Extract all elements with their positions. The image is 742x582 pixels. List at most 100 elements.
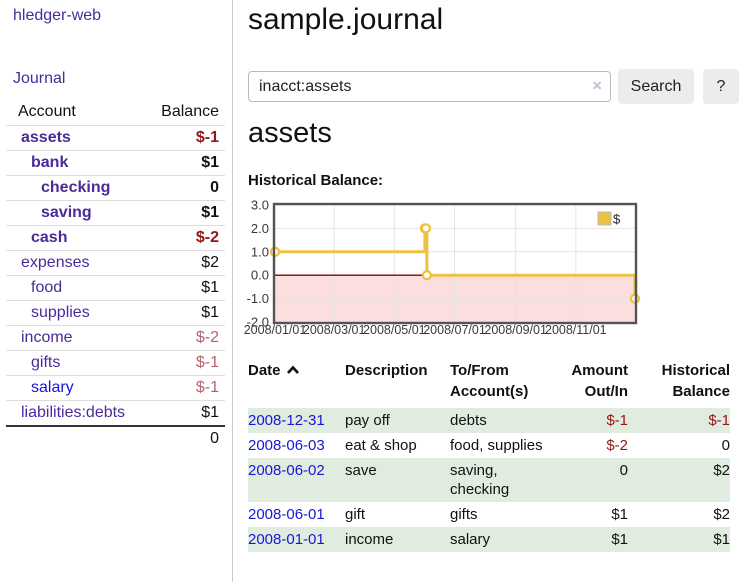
main-content: sample.journal × Search ? assets Histori… xyxy=(244,0,742,552)
accounts-cell: food, supplies xyxy=(450,437,543,454)
date-link[interactable]: 2008-01-01 xyxy=(248,531,325,548)
account-row: expenses $2 xyxy=(6,250,225,276)
y-tick-label: 2.0 xyxy=(251,221,269,236)
account-link[interactable]: gifts xyxy=(31,354,61,371)
account-balance: $1 xyxy=(201,204,219,221)
account-balance: 0 xyxy=(210,179,219,196)
description-cell: gift xyxy=(345,506,366,523)
transaction-row: 2008-06-01 gift gifts $1 $2 xyxy=(248,502,730,527)
account-balance: $1 xyxy=(201,304,219,321)
account-link[interactable]: assets xyxy=(21,129,71,146)
x-tick-label: 2008/11/01 xyxy=(545,323,607,337)
account-link[interactable]: income xyxy=(21,329,73,346)
balance-cell: $1 xyxy=(713,531,730,548)
y-tick-label: 1.0 xyxy=(251,244,269,259)
register-header-date[interactable]: Date xyxy=(248,358,345,408)
data-point-marker xyxy=(421,270,433,281)
help-button[interactable]: ? xyxy=(703,69,739,104)
account-row: food $1 xyxy=(6,275,225,301)
account-link[interactable]: supplies xyxy=(31,304,90,321)
register-header-to-from-account-s-: To/From Account(s) xyxy=(450,362,529,400)
y-tick-label: -2.0 xyxy=(247,315,269,330)
x-tick-label: 2008/09/01 xyxy=(484,323,547,337)
svg-text:$: $ xyxy=(613,212,621,227)
accounts-table: Account Balance assets $-1 bank $1 checking 0… xyxy=(6,100,225,451)
amount-cell: 0 xyxy=(619,462,628,479)
balance-cell: $2 xyxy=(713,462,730,479)
account-link[interactable]: salary xyxy=(31,379,74,396)
sidebar-item-journal[interactable]: Journal xyxy=(13,70,66,87)
search-bar: × Search ? xyxy=(248,69,742,104)
description-cell: pay off xyxy=(345,412,390,429)
clear-search-icon[interactable]: × xyxy=(592,76,602,95)
y-tick-label: -1.0 xyxy=(247,291,269,306)
transaction-row: 2008-06-03 eat & shop food, supplies $-2 0 xyxy=(248,433,730,458)
register-header-historical-balance: Historical Balance xyxy=(661,362,730,400)
account-balance: $2 xyxy=(201,254,219,271)
transaction-row: 2008-06-02 save saving, checking 0 $2 xyxy=(248,458,730,502)
description-cell: eat & shop xyxy=(345,437,417,454)
search-input[interactable] xyxy=(248,71,611,102)
account-link[interactable]: saving xyxy=(41,204,92,221)
account-link[interactable]: liabilities:debts xyxy=(21,404,126,421)
y-tick-label: 3.0 xyxy=(251,198,269,213)
date-link[interactable]: 2008-06-02 xyxy=(248,462,325,479)
historical-balance-chart: $3.0 2.0 1.0 0.0 -1.0 -2.0 2008/01/01 2008/03/0… xyxy=(240,198,740,340)
transaction-row: 2008-01-01 income salary $1 $1 xyxy=(248,527,730,552)
amount-cell: $-1 xyxy=(606,412,628,429)
register-header-description: Description xyxy=(345,362,428,379)
account-row: saving $1 xyxy=(6,200,225,226)
account-link[interactable]: checking xyxy=(41,179,111,196)
app-title-link[interactable]: hledger-web xyxy=(13,7,102,24)
date-link[interactable]: 2008-12-31 xyxy=(248,412,325,429)
register-header-amount-out-in: Amount Out/In xyxy=(571,362,628,400)
sort-asc-icon xyxy=(286,365,299,374)
legend-swatch-icon xyxy=(597,211,612,226)
description-cell: save xyxy=(345,462,377,479)
account-balance: $-1 xyxy=(195,354,219,371)
account-row: liabilities:debts $1 xyxy=(6,400,225,427)
account-row: bank $1 xyxy=(6,150,225,176)
account-link[interactable]: food xyxy=(31,279,63,296)
accounts-header-account: Account xyxy=(18,103,76,120)
amount-cell: $1 xyxy=(611,531,628,548)
amount-cell: $1 xyxy=(611,506,628,523)
x-tick-label: 2008/01/01 xyxy=(244,323,307,337)
accounts-cell: saving, checking xyxy=(450,462,510,498)
account-row: cash $-2 xyxy=(6,225,225,251)
account-row: salary $-1 xyxy=(6,375,225,401)
register-table: Date Description To/From Account(s) Amount … xyxy=(248,358,730,552)
search-button[interactable]: Search xyxy=(618,69,694,104)
transaction-row: 2008-12-31 pay off debts $-1 $-1 xyxy=(248,408,730,433)
account-link[interactable]: bank xyxy=(31,154,69,171)
account-link[interactable]: expenses xyxy=(21,254,90,271)
account-balance: $-2 xyxy=(195,329,219,346)
accounts-header-balance: Balance xyxy=(161,103,219,120)
y-tick-label: 0.0 xyxy=(251,268,269,283)
balance-cell: $-1 xyxy=(708,412,730,429)
accounts-cell: salary xyxy=(450,531,491,548)
account-balance: $1 xyxy=(201,404,219,421)
balance-cell: $2 xyxy=(713,506,730,523)
date-link[interactable]: 2008-06-01 xyxy=(248,506,325,523)
account-heading: assets xyxy=(248,117,332,149)
chart-heading: Historical Balance: xyxy=(248,172,384,189)
account-balance: $-2 xyxy=(195,229,219,246)
x-tick-label: 2008/07/01 xyxy=(423,323,486,337)
balance-cell: 0 xyxy=(721,437,730,454)
x-tick-label: 2008/03/01 xyxy=(303,323,366,337)
accounts-total-row: 0 xyxy=(6,426,225,451)
account-row: checking 0 xyxy=(6,175,225,201)
account-balance: $-1 xyxy=(195,379,219,396)
date-link[interactable]: 2008-06-03 xyxy=(248,437,325,454)
account-row: supplies $1 xyxy=(6,300,225,326)
data-point-marker xyxy=(420,223,432,234)
page-title: sample.journal xyxy=(248,3,444,36)
amount-cell: $-2 xyxy=(606,437,628,454)
account-link[interactable]: cash xyxy=(31,229,68,246)
x-tick-label: 2008/05/01 xyxy=(363,323,426,337)
account-row: gifts $-1 xyxy=(6,350,225,376)
chart-legend: $ xyxy=(593,211,623,227)
description-cell: income xyxy=(345,531,394,548)
chart-canvas: $3.0 2.0 1.0 0.0 -1.0 -2.02008/01/012008/03/0… xyxy=(244,198,641,337)
